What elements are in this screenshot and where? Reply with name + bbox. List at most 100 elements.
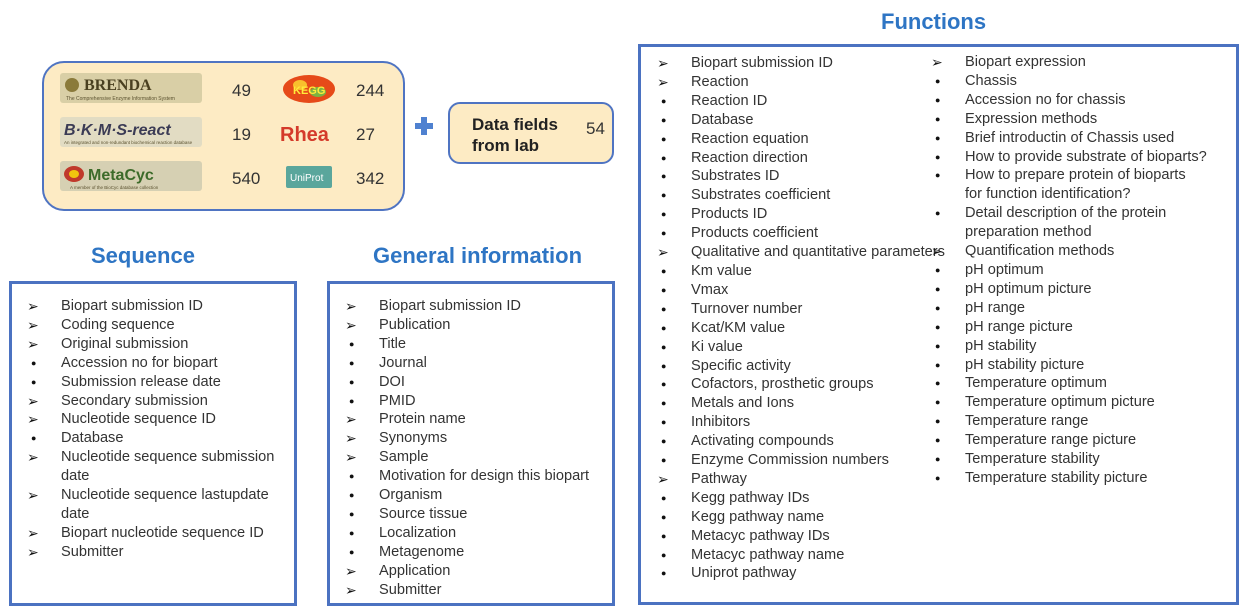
functions-item-text: Biopart expression — [965, 54, 1086, 70]
bullet-arrow-icon: ➢ — [345, 298, 357, 314]
functions-title: Functions — [881, 9, 987, 34]
bullet-dot-icon: ● — [349, 546, 355, 557]
functions-item: ● Substrates ID — [657, 167, 945, 186]
general-information-item-text: Source tissue — [379, 505, 468, 522]
functions-item-text: Temperature range — [965, 413, 1089, 430]
functions-item-text: pH optimum picture — [965, 280, 1092, 297]
lab-data-label: Data fields from lab — [472, 115, 558, 155]
functions-item: ● Temperature optimum picture — [931, 393, 1207, 412]
bullet-dot-icon: ● — [935, 75, 941, 86]
lab-data-count: 54 — [586, 119, 605, 138]
functions-item-text: Temperature stability picture — [965, 469, 1148, 486]
functions-item-text: Km value — [691, 262, 752, 279]
bullet-arrow-icon: ➢ — [657, 55, 669, 71]
functions-item: ● Kegg pathway IDs — [657, 489, 945, 508]
functions-item-text: Cofactors, prosthetic groups — [691, 376, 874, 393]
bullet-dot-icon: ● — [349, 527, 355, 538]
rhea-logo-text: Rhea — [280, 124, 330, 146]
functions-item-text: pH stability picture — [965, 356, 1085, 373]
functions-item: ● Chassis — [931, 72, 1207, 91]
functions-item: ● Metacyc pathway name — [657, 546, 945, 565]
functions-item: ● Activating compounds — [657, 432, 945, 451]
source-row-brenda: BRENDA The Comprehensive Enzyme Informat… — [44, 67, 403, 107]
functions-item: ● Database — [657, 111, 945, 130]
bullet-arrow-icon: ➢ — [657, 470, 669, 487]
functions-item: ● Temperature optimum — [931, 374, 1207, 393]
bullet-dot-icon: ● — [661, 511, 667, 522]
bullet-dot-icon: ● — [349, 471, 355, 482]
sequence-item-text: Coding sequence — [61, 316, 175, 333]
brenda-logo: BRENDA The Comprehensive Enzyme Informat… — [60, 73, 202, 103]
functions-item-text: Reaction — [691, 73, 749, 90]
functions-item: ➢ Reaction — [657, 73, 945, 92]
general-information-item: ➢ Application — [345, 562, 589, 581]
functions-item-text: Vmax — [691, 281, 729, 298]
general-information-item: ● Localization — [345, 524, 589, 543]
bullet-dot-icon: ● — [935, 454, 941, 465]
functions-item-text: Products ID — [691, 206, 768, 223]
general-information-item-text: Biopart submission ID — [379, 298, 521, 314]
functions-item-text: Temperature range picture — [965, 432, 1137, 449]
functions-item: ➢ Biopart expression — [931, 53, 1207, 72]
functions-item-text: Turnover number — [691, 300, 803, 317]
general-information-list: ➢ Biopart submission ID ➢ Publication ● Title… — [345, 297, 589, 600]
bullet-dot-icon: ● — [349, 490, 355, 501]
general-information-panel: ➢ Biopart submission ID ➢ Publication ● Title… — [327, 281, 615, 606]
bullet-arrow-icon: ➢ — [27, 524, 39, 541]
functions-item: ● pH optimum — [931, 261, 1207, 280]
bkms-logo-text: B·K·M·S-react — [64, 122, 171, 139]
bullet-dot-icon: ● — [661, 303, 667, 314]
bullet-dot-icon: ● — [661, 360, 667, 371]
functions-item-text: pH range picture — [965, 318, 1073, 335]
general-information-item: ➢ Synonyms — [345, 429, 589, 448]
brenda-count: 49 — [232, 81, 251, 100]
bkms-react-logo: B·K·M·S-react An integrated and non-redu… — [60, 117, 202, 147]
metacyc-logo-text: MetaCyc — [88, 167, 154, 184]
functions-item-text: Metals and Ions — [691, 395, 795, 412]
functions-item: ● Temperature range picture — [931, 431, 1207, 450]
bullet-arrow-icon: ➢ — [27, 298, 39, 314]
sequence-item: ● Database — [27, 429, 274, 448]
functions-item: ➢ Pathway — [657, 470, 945, 489]
functions-item: ● Detail description of the protein prepa… — [931, 204, 1207, 242]
functions-item-text: Metacyc pathway IDs — [691, 527, 830, 544]
general-information-item-text: Synonyms — [379, 430, 448, 447]
functions-item-text: Specific activity — [691, 357, 791, 374]
bullet-dot-icon: ● — [661, 114, 667, 125]
bullet-arrow-icon: ➢ — [345, 562, 357, 579]
bullet-arrow-icon: ➢ — [931, 54, 943, 70]
general-information-item: ➢ Protein name — [345, 410, 589, 429]
sequence-item-text: Nucleotide sequence submission date — [61, 449, 275, 485]
functions-item: ● pH stability picture — [931, 356, 1207, 375]
bullet-arrow-icon: ➢ — [27, 316, 39, 333]
bullet-dot-icon: ● — [661, 417, 667, 428]
functions-item: ● Temperature stability — [931, 450, 1207, 469]
functions-item: ● How to provide substrate of bioparts? — [931, 148, 1207, 167]
functions-item: ● Metacyc pathway IDs — [657, 527, 945, 546]
rhea-logo: Rhea — [280, 124, 330, 146]
rhea-count: 27 — [356, 125, 375, 144]
functions-list-right: ➢ Biopart expression ● Chassis ● Accession no… — [931, 53, 1207, 488]
functions-item-text: How to prepare protein of bioparts for f… — [965, 167, 1186, 203]
bullet-dot-icon: ● — [935, 132, 941, 143]
functions-item-text: Kcat/KM value — [691, 319, 786, 336]
bullet-dot-icon: ● — [31, 357, 37, 368]
lab-data-box: Data fields from lab 54 — [448, 102, 614, 164]
general-information-item: ➢ Biopart submission ID — [345, 297, 589, 316]
bullet-arrow-icon: ➢ — [345, 411, 357, 428]
functions-item-text: Brief introductin of Chassis used — [965, 129, 1175, 146]
sequence-item-text: Submitter — [61, 543, 124, 560]
bullet-dot-icon: ● — [661, 322, 667, 333]
bullet-arrow-icon: ➢ — [657, 73, 669, 90]
bullet-dot-icon: ● — [661, 398, 667, 409]
bullet-dot-icon: ● — [935, 283, 941, 294]
bullet-arrow-icon: ➢ — [345, 430, 357, 447]
bullet-dot-icon: ● — [661, 190, 667, 201]
functions-item: ● pH stability — [931, 337, 1207, 356]
uniprot-logo: UniProt — [286, 166, 332, 188]
functions-item-text: Chassis — [965, 72, 1017, 89]
functions-item-text: pH optimum — [965, 261, 1044, 278]
functions-item: ● Brief introductin of Chassis used — [931, 129, 1207, 148]
functions-item-text: Ki value — [691, 338, 743, 355]
functions-item-text: Kegg pathway name — [691, 508, 825, 525]
